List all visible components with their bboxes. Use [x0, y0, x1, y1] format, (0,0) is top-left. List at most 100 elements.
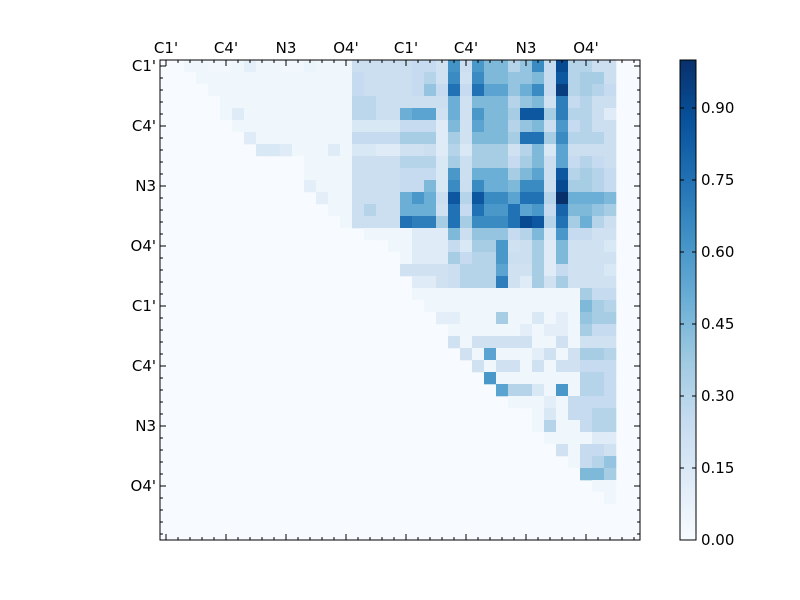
heatmap-cell [568, 324, 581, 337]
heatmap-cell [352, 132, 365, 145]
heatmap-cell [340, 132, 353, 145]
heatmap-cell [364, 204, 377, 217]
heatmap-cell [472, 300, 485, 313]
heatmap-cell [352, 192, 365, 205]
heatmap-cell [484, 60, 497, 73]
heatmap-cell [340, 108, 353, 121]
heatmap-cell [436, 60, 449, 73]
heatmap-cell [448, 96, 461, 109]
heatmap-cell [448, 300, 461, 313]
heatmap-cell [508, 288, 521, 301]
heatmap-cell [520, 84, 533, 97]
heatmap-cell [592, 456, 605, 469]
heatmap-cell [244, 120, 257, 133]
heatmap-cell [484, 108, 497, 121]
heatmap-cell [496, 336, 509, 349]
heatmap-cell [508, 120, 521, 133]
heatmap-cell [460, 276, 473, 289]
heatmap-cell [520, 216, 533, 229]
heatmap-cell [412, 96, 425, 109]
heatmap-cell [520, 120, 533, 133]
heatmap-cell [484, 288, 497, 301]
heatmap-cell [328, 156, 341, 169]
heatmap-cell [436, 144, 449, 157]
heatmap-cell [316, 180, 329, 193]
heatmap-cell [592, 156, 605, 169]
x-tick-label: C4' [214, 39, 238, 57]
heatmap-cell [364, 96, 377, 109]
heatmap-cell [436, 288, 449, 301]
heatmap-cell [520, 360, 533, 373]
heatmap-cell [592, 336, 605, 349]
heatmap-cell [400, 120, 413, 133]
heatmap-cell [556, 300, 569, 313]
heatmap-cell [460, 348, 473, 361]
colorbar-ticks: 0.00 0.15 0.30 0.45 0.60 0.75 0.90 [680, 99, 734, 549]
heatmap-cell [400, 180, 413, 193]
heatmap-cell [532, 168, 545, 181]
heatmap-cell [520, 180, 533, 193]
heatmap-cell [508, 324, 521, 337]
heatmap-cell [568, 180, 581, 193]
heatmap-cell [556, 132, 569, 145]
heatmap-cell [604, 60, 617, 73]
heatmap-cell [400, 108, 413, 121]
heatmap-cell [568, 432, 581, 445]
heatmap-cell [244, 84, 257, 97]
heatmap-cell [568, 372, 581, 385]
heatmap-cell [352, 216, 365, 229]
heatmap-cell [592, 72, 605, 85]
heatmap-cell [520, 288, 533, 301]
heatmap-cell [604, 396, 617, 409]
heatmap-cell [472, 336, 485, 349]
heatmap-cell [256, 84, 269, 97]
heatmap-cell [592, 396, 605, 409]
heatmap-cell [472, 84, 485, 97]
heatmap-cell [532, 84, 545, 97]
heatmap-cell [604, 384, 617, 397]
heatmap-cell [508, 132, 521, 145]
colorbar-tick-label: 0.75 [701, 171, 734, 189]
heatmap-cell [568, 348, 581, 361]
heatmap-cell [364, 108, 377, 121]
heatmap-cell [604, 204, 617, 217]
heatmap-cell [436, 120, 449, 133]
heatmap-cell [604, 444, 617, 457]
heatmap-cell [544, 180, 557, 193]
heatmap-cell [496, 120, 509, 133]
heatmap-cell [460, 264, 473, 277]
heatmap-cell [604, 192, 617, 205]
heatmap-cell [592, 132, 605, 145]
heatmap-cell [436, 204, 449, 217]
heatmap-cell [424, 72, 437, 85]
heatmap-cell [544, 108, 557, 121]
heatmap-cell [472, 144, 485, 157]
heatmap-cell [580, 156, 593, 169]
heatmap-cell [184, 60, 197, 73]
heatmap-cell [496, 228, 509, 241]
heatmap-cell [580, 252, 593, 265]
heatmap-cell [484, 192, 497, 205]
heatmap-cell [460, 228, 473, 241]
heatmap-cell [460, 312, 473, 325]
heatmap-cell [448, 204, 461, 217]
heatmap-cell [568, 168, 581, 181]
heatmap-cell [568, 288, 581, 301]
heatmap-cell [328, 84, 341, 97]
heatmap-cell [544, 240, 557, 253]
heatmap-cell [568, 420, 581, 433]
heatmap-cell [316, 132, 329, 145]
heatmap-cell [604, 276, 617, 289]
heatmap-cell [292, 108, 305, 121]
heatmap-cell [556, 84, 569, 97]
y-tick-label: C1' [132, 57, 156, 75]
heatmap-cell [532, 144, 545, 157]
heatmap-cell [460, 252, 473, 265]
heatmap-cell [568, 384, 581, 397]
heatmap-cell [472, 348, 485, 361]
heatmap-cell [412, 60, 425, 73]
heatmap-cell [520, 72, 533, 85]
heatmap-cell [448, 72, 461, 85]
heatmap-cell [232, 84, 245, 97]
heatmap-cell [460, 192, 473, 205]
